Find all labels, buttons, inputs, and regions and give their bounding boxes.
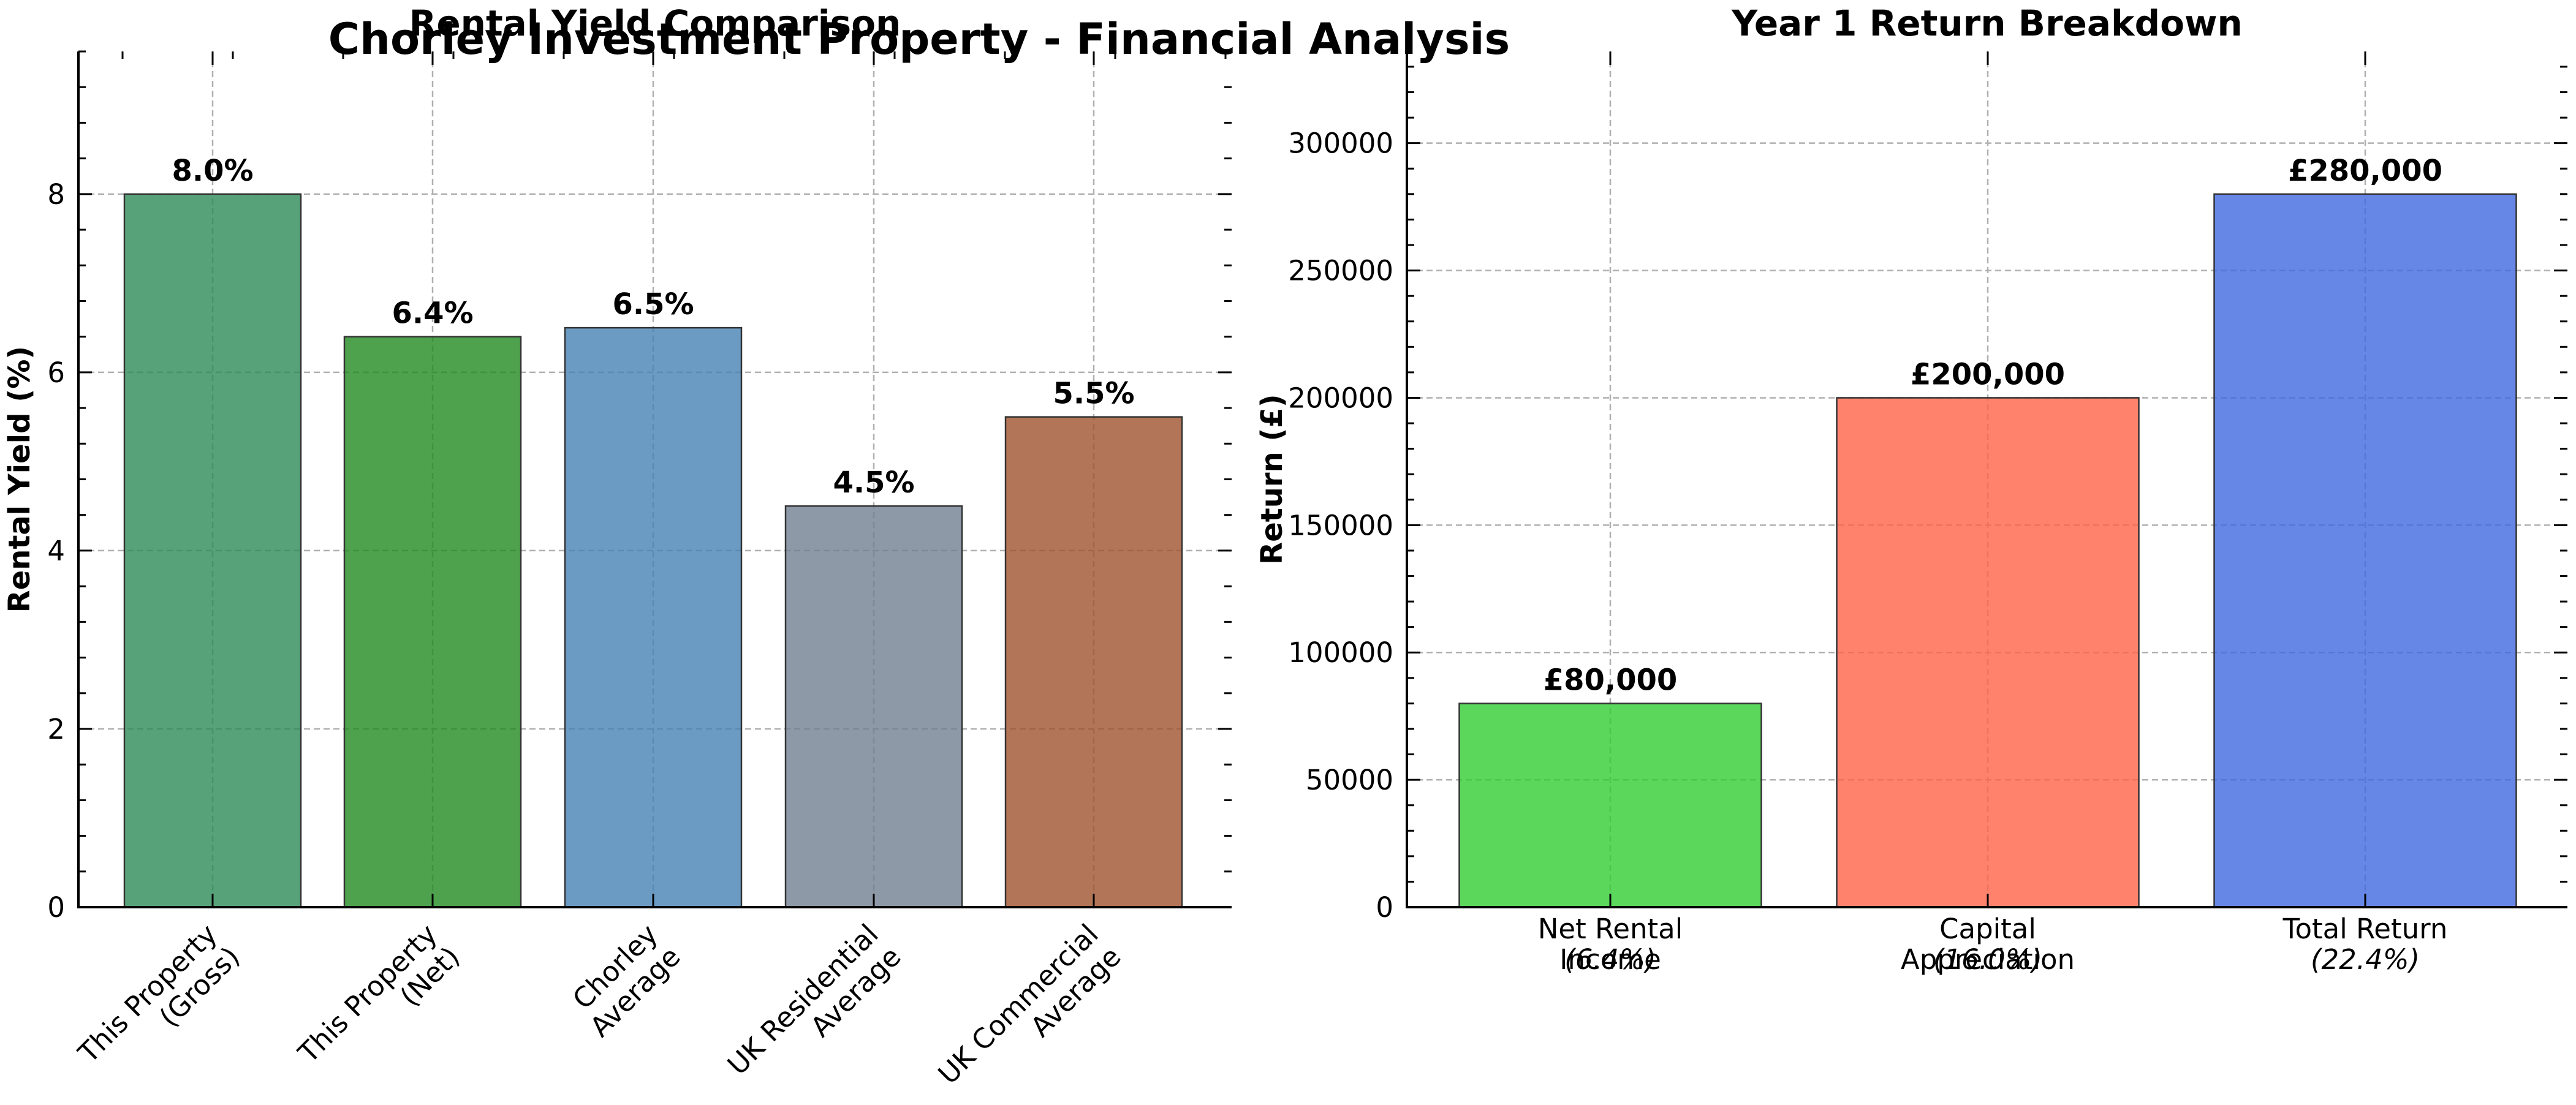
y-tick-label: 50000 bbox=[1306, 764, 1393, 796]
data-label: £280,000 bbox=[2288, 154, 2442, 188]
x-tick-sublabel: (6.4%) bbox=[1564, 943, 1656, 976]
x-tick-label: ChorleyAverage bbox=[561, 918, 687, 1043]
panel-title: Rental Yield Comparison bbox=[409, 2, 901, 44]
bar-2 bbox=[1836, 397, 2140, 908]
bar-3 bbox=[2213, 193, 2517, 908]
bar-1 bbox=[123, 193, 302, 908]
x-tick-label: This Property(Gross) bbox=[72, 918, 246, 1092]
bar-4 bbox=[784, 505, 963, 908]
bar-5 bbox=[1004, 416, 1183, 908]
y-tick-label: 300000 bbox=[1288, 127, 1393, 160]
y-tick-label: 250000 bbox=[1288, 255, 1393, 287]
x-tick-sublabel: (16.0%) bbox=[1933, 943, 2042, 976]
x-tick-label: UK ResidentialAverage bbox=[721, 918, 907, 1104]
bar-1 bbox=[1458, 703, 1762, 908]
y-tick-label: 4 bbox=[47, 535, 65, 567]
data-label: £200,000 bbox=[1911, 357, 2065, 391]
y-tick-label: 0 bbox=[1376, 891, 1393, 924]
x-tick-label: This Property(Net) bbox=[292, 918, 466, 1092]
data-label: 4.5% bbox=[833, 466, 914, 500]
y-axis-label: Return (£) bbox=[1255, 394, 1289, 564]
y-axis-label: Rental Yield (%) bbox=[2, 346, 37, 613]
y-tick-label: 200000 bbox=[1288, 382, 1393, 414]
panel-title: Year 1 Return Breakdown bbox=[1731, 2, 2243, 44]
y-tick-label: 8 bbox=[47, 178, 65, 211]
data-label: 6.4% bbox=[392, 296, 473, 331]
data-label: 8.0% bbox=[172, 154, 253, 188]
rental-yield-panel: 8.0% 6.4% 6.5% 4.5% 5.5% 0 2 4 6 8 This Property(G… bbox=[2, 2, 1232, 1105]
y-tick-label: 150000 bbox=[1288, 509, 1393, 541]
bar-3 bbox=[564, 326, 743, 908]
y-tick-label: 0 bbox=[47, 891, 65, 924]
x-tick-label: Capital Appreciation bbox=[1901, 913, 2075, 976]
x-tick-label: Total Return bbox=[2282, 913, 2448, 945]
y-tick-label: 2 bbox=[47, 713, 65, 745]
data-label: 6.5% bbox=[612, 287, 694, 322]
y-tick-label: 6 bbox=[47, 356, 65, 389]
data-label: £80,000 bbox=[1544, 663, 1678, 697]
return-breakdown-panel: £80,000 £200,000 £280,000 0 50000 100000 15000… bbox=[1255, 2, 2567, 976]
x-tick-label: UK CommercialAverage bbox=[932, 918, 1127, 1105]
bar-2 bbox=[343, 336, 522, 908]
y-tick-label: 100000 bbox=[1288, 636, 1393, 669]
figure-title: Chorley Investment Property - Financial … bbox=[328, 14, 1510, 64]
x-tick-sublabel: (22.4%) bbox=[2311, 943, 2420, 976]
data-label: 5.5% bbox=[1053, 377, 1134, 411]
x-tick-label: Net Rental Income bbox=[1538, 913, 1683, 976]
